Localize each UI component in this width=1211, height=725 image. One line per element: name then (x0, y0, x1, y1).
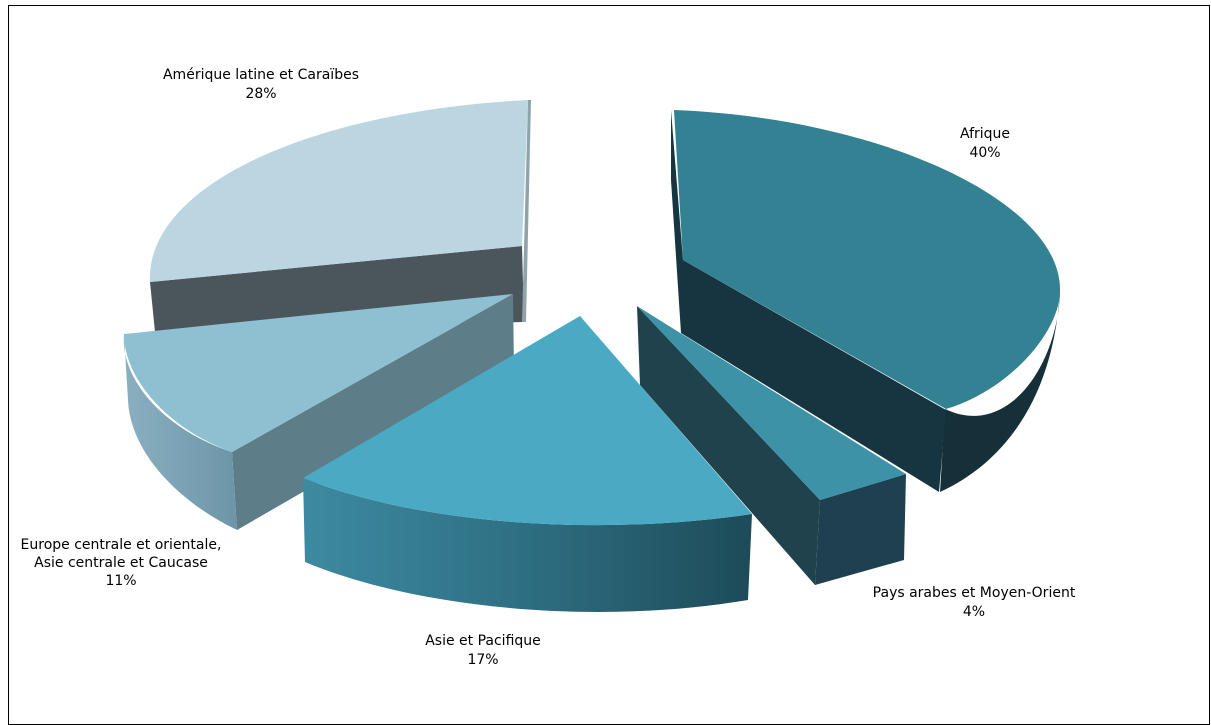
slice-europe (123, 294, 514, 530)
slice-amerique-edge (522, 100, 531, 322)
slice-asie-top (303, 316, 752, 526)
slice-pays-arabes (637, 306, 906, 585)
slice-pays-arabes-inner-wall (637, 306, 820, 585)
label-europe-pct: 11% (105, 573, 136, 589)
slice-asie (303, 316, 752, 612)
slice-europe-outer-wall (123, 334, 237, 530)
slice-afrique (671, 110, 1061, 492)
label-amerique-name: Amérique latine et Caraïbes (163, 67, 359, 83)
label-asie-name: Asie et Pacifique (425, 633, 541, 649)
slice-asie-outer-wall (303, 478, 752, 612)
slice-afrique-inner-wall (671, 110, 946, 492)
slice-pays-arabes-top (637, 306, 906, 500)
label-afrique-name: Afrique (960, 126, 1010, 142)
pie-chart: Afrique 40% Pays arabes et Moyen-Orient … (21, 67, 1076, 668)
label-europe-line1: Europe centrale et orientale, (21, 537, 222, 553)
slice-europe-top (124, 294, 513, 452)
slice-europe-inner-wall (232, 294, 514, 530)
label-asie-pct: 17% (467, 652, 498, 668)
label-pays-arabes-pct: 4% (963, 604, 985, 620)
slice-amerique-top (149, 100, 528, 282)
label-amerique-pct: 28% (245, 86, 276, 102)
slice-afrique-top (674, 110, 1061, 409)
slice-pays-arabes-outer-wall (815, 474, 906, 585)
slice-amerique (149, 100, 531, 332)
label-afrique-pct: 40% (969, 145, 1000, 161)
slice-afrique-outer-wall (940, 288, 1060, 492)
label-pays-arabes-name: Pays arabes et Moyen-Orient (873, 585, 1076, 601)
label-europe-line2: Asie centrale et Caucase (34, 555, 208, 571)
